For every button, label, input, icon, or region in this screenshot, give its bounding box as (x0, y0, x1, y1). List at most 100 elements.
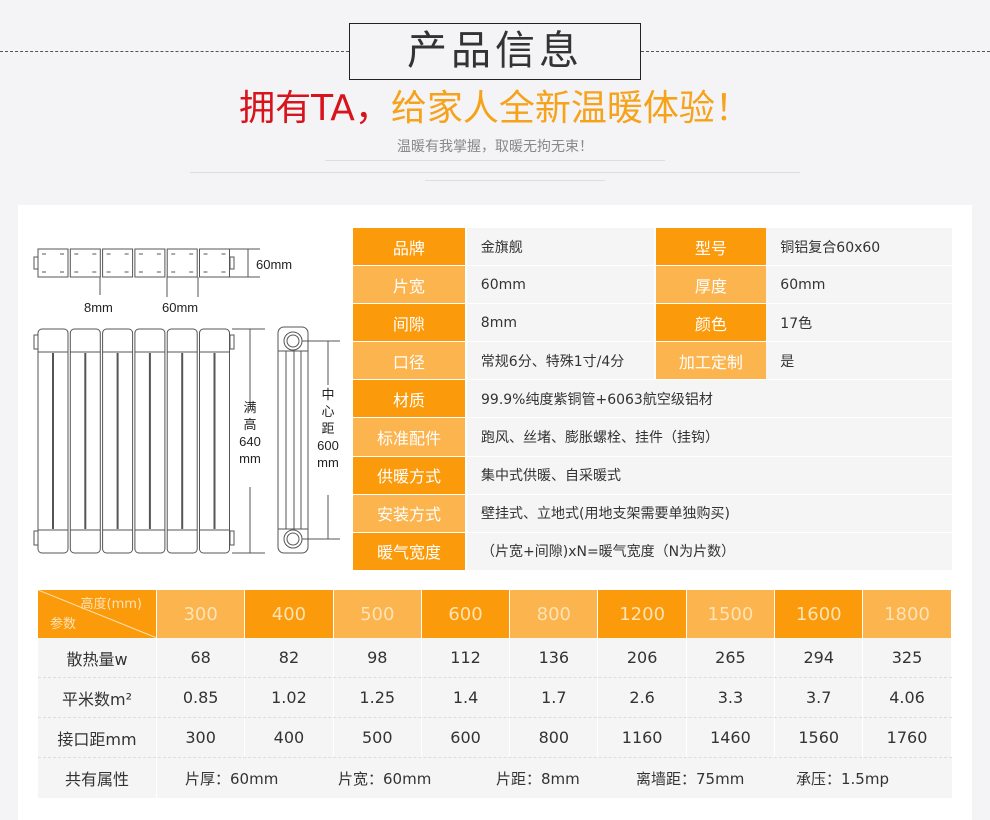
radiator-diagram: 60mm 8mm 60mm 满高 640 mm 中心距 600 mm (33, 248, 340, 554)
decorative-line (325, 160, 665, 161)
spec-value: （片宽+间隙)xN=暖气宽度（N为片数） (467, 532, 952, 570)
width-label: 60mm (162, 300, 198, 315)
slogan-red: 拥有TA， (239, 88, 391, 129)
spec-value: 金旗舰 (466, 228, 654, 266)
row-label: 散热量w (38, 638, 157, 677)
spec-label: 加工定制 (655, 342, 767, 380)
slogan-orange: 给家人全新温暖体验！ (390, 88, 751, 129)
section-front (166, 328, 198, 554)
divider-right (641, 51, 990, 52)
section-top (134, 248, 166, 278)
table-cell: 4.06 (863, 678, 952, 717)
spec-row: 标准配件 跑风、丝堵、膨胀螺栓、挂件（挂钩） (353, 418, 952, 457)
spec-label: 型号 (655, 228, 767, 266)
table-cell: 206 (598, 638, 687, 677)
table-cell: 82 (245, 638, 334, 677)
common-attribute: 片宽：60mm (338, 769, 432, 788)
height-header: 1200 (598, 590, 687, 638)
spec-row: 品牌 金旗舰 型号 铜铝复合60x60 (353, 228, 952, 267)
common-attribute: 离墙距：75mm (636, 769, 745, 788)
table-cell: 1160 (598, 718, 687, 757)
spec-label: 标准配件 (353, 418, 465, 456)
section-top (37, 248, 69, 278)
section-front (37, 328, 69, 554)
table-cell: 1.7 (510, 678, 599, 717)
table-cell: 3.3 (687, 678, 776, 717)
spec-label: 材质 (353, 380, 465, 418)
height-header: 600 (421, 590, 511, 638)
table-cell: 1.25 (334, 678, 422, 717)
full-height-label: 640 (239, 434, 261, 449)
common-attributes-row: 共有属性 片厚：60mm 片宽：60mm 片距：8mm 离墙距：75mm 承压：… (38, 758, 952, 798)
decorative-line (425, 180, 605, 181)
center-distance-label: 心 (321, 404, 334, 419)
table-cell: 0.85 (157, 678, 246, 717)
row-label: 平米数m² (38, 678, 157, 717)
spec-label: 暖气宽度 (353, 532, 465, 570)
table-cell: 325 (863, 638, 952, 677)
table-cell: 1560 (775, 718, 864, 757)
table-cell: 1.4 (422, 678, 511, 717)
section-front (69, 328, 101, 554)
spec-value: 60mm (466, 266, 654, 304)
spec-row: 口径 常规6分、特殊1寸/4分 加工定制是 (353, 342, 952, 381)
spec-value: 99.9%纯度紫铜管+6063航空级铝材 (467, 380, 952, 418)
center-distance-label: 距 (321, 421, 334, 436)
table-cell: 300 (157, 718, 246, 757)
row-label: 接口距mm (38, 718, 157, 757)
table-cell: 1760 (863, 718, 952, 757)
spec-value: 常规6分、特殊1寸/4分 (466, 342, 654, 380)
section-top (69, 248, 101, 278)
table-cell: 1460 (687, 718, 776, 757)
table-cell: 294 (775, 638, 864, 677)
spec-row: 供暖方式 集中式供暖、自采暖式 (353, 456, 952, 495)
spec-label: 品牌 (353, 228, 465, 266)
subtitle: 温暖有我掌握，取暖无拘无束！ (397, 139, 593, 155)
full-height-label: 满 (243, 400, 256, 415)
section-top (102, 248, 134, 278)
spec-label: 供暖方式 (353, 456, 465, 494)
decorative-line (190, 172, 800, 173)
spec-label: 厚度 (655, 266, 767, 304)
spec-label: 片宽 (353, 266, 465, 304)
table-cell: 500 (334, 718, 422, 757)
spec-label: 口径 (353, 342, 465, 380)
divider-left (0, 51, 349, 52)
depth-label: 60mm (256, 257, 292, 272)
height-header: 300 (157, 590, 246, 638)
front-view (33, 328, 235, 554)
center-distance-label: 中 (321, 387, 334, 402)
center-distance-label: mm (317, 455, 339, 470)
table-cell: 3.7 (775, 678, 864, 717)
height-header: 1500 (686, 590, 776, 638)
spec-row: 暖气宽度 （片宽+间隙)xN=暖气宽度（N为片数） (353, 532, 952, 571)
spec-row: 安装方式 壁挂式、立地式(用地支架需要单独购买) (353, 494, 952, 533)
table-cell: 1.02 (245, 678, 334, 717)
gap-label: 8mm (84, 300, 113, 315)
center-distance-label: 600 (317, 438, 339, 453)
spec-row: 材质 99.9%纯度紫铜管+6063航空级铝材 (353, 380, 952, 419)
top-view (33, 248, 260, 297)
corner-bottom-label: 参数 (50, 617, 77, 632)
table-cell: 112 (422, 638, 511, 677)
table-header-row: 高度(mm) 参数 300 400 500 600 800 1200 1500 1600 180… (38, 590, 952, 638)
table-cell: 800 (510, 718, 599, 757)
table-cell: 68 (157, 638, 246, 677)
side-view (277, 326, 340, 554)
spec-value: 跑风、丝堵、膨胀螺栓、挂件（挂钩） (467, 418, 952, 456)
spec-row: 间隙 8mm 颜色 17色 (353, 304, 952, 343)
common-attribute: 片厚：60mm (185, 769, 279, 788)
spec-value: 壁挂式、立地式(用地支架需要单独购买) (467, 494, 952, 532)
table-row: 平米数m² 0.85 1.02 1.25 1.4 1.7 2.6 3.3 3.7 4.06 (38, 678, 952, 718)
full-height-label: mm (239, 451, 261, 466)
full-height-label: 高 (243, 417, 256, 432)
section-front (102, 328, 134, 554)
table-cell: 136 (510, 638, 599, 677)
table-cell: 98 (334, 638, 422, 677)
spec-label: 颜色 (655, 304, 767, 342)
spec-value: 60mm (766, 266, 952, 304)
height-header: 1600 (775, 590, 864, 638)
section-title: 产品信息 (349, 23, 641, 80)
common-attribute: 承压：1.5mp (796, 769, 889, 788)
table-row: 散热量w 68 82 98 112 136 206 265 294 325 (38, 638, 952, 678)
